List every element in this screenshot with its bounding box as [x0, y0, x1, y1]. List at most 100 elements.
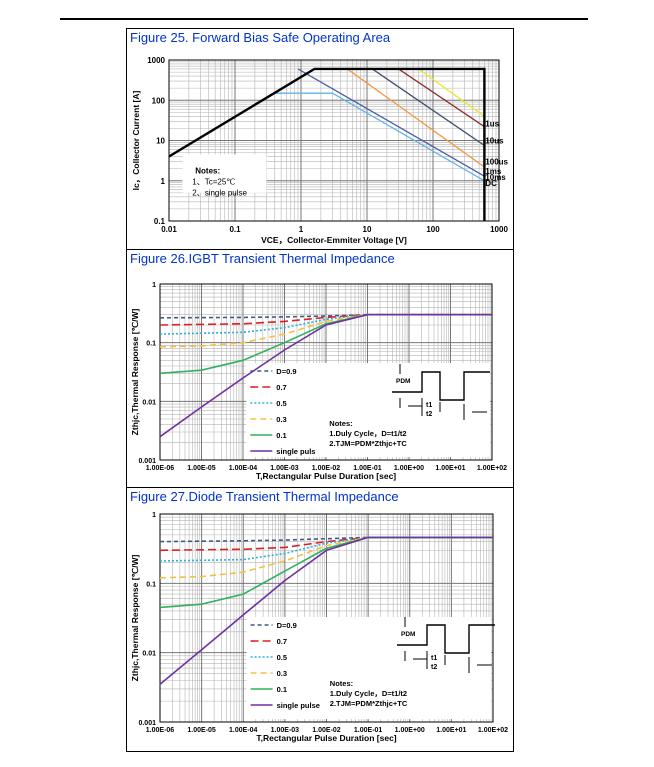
series-line — [371, 68, 485, 147]
legend-label: 0.1 — [276, 431, 286, 440]
y-tick-label: 0.001 — [138, 458, 156, 465]
legend-label: 0.5 — [277, 653, 287, 662]
y-axis-label: Zthjc,Thermal Response [℃/W] — [130, 308, 140, 435]
y-tick-label: 0.01 — [142, 399, 156, 406]
series-line — [346, 68, 485, 168]
figure-27-panel: Figure 27.Diode Transient Thermal Impeda… — [126, 487, 514, 752]
note-line: Notes: — [330, 679, 353, 688]
x-tick-label: 1.00E-01 — [354, 727, 383, 734]
t2-label: t2 — [431, 664, 437, 671]
y-tick-label: 0.1 — [146, 341, 156, 348]
series-line — [418, 68, 485, 117]
y-tick-label: 0.001 — [138, 720, 156, 727]
figure-25-panel: Figure 25. Forward Bias Safe Operating A… — [126, 28, 514, 250]
x-tick-label: 1000 — [490, 225, 508, 234]
figure-27-chart: 1.00E-06 1.00E-05 1.00E-04 1.00E-03 1.00E-02… — [130, 512, 508, 743]
note-line: 1、Tc=25℃ — [192, 178, 235, 187]
y-tick-label: 1 — [152, 512, 156, 519]
t1-label: t1 — [426, 402, 432, 409]
pulse-waveform — [392, 371, 490, 401]
y-tick-label: 100 — [152, 96, 166, 105]
series-line — [297, 68, 485, 177]
x-tick-label: 1.00E-03 — [270, 465, 299, 472]
x-tick-label: 100 — [426, 225, 440, 234]
y-tick-label: 1 — [152, 282, 156, 289]
series-label: 100us — [485, 158, 508, 167]
note-line: 2、single pulse — [192, 189, 247, 198]
y-tick-label: 10 — [156, 137, 165, 146]
x-tick-label: 10 — [363, 225, 372, 234]
legend-box — [246, 363, 491, 457]
x-tick-label: 1.00E+01 — [436, 727, 466, 734]
legend-label: 0.7 — [276, 383, 286, 392]
y-tick-label: 1000 — [147, 56, 165, 65]
x-tick-label: 1.00E-04 — [229, 465, 258, 472]
note-line: 2.TJM=PDM*Zthjc+TC — [330, 699, 408, 708]
series-label: DC — [485, 179, 497, 188]
x-tick-label: 1.00E-06 — [146, 727, 175, 734]
figure-26-chart: 1.00E-06 1.00E-05 1.00E-04 1.00E-03 1.00E-02… — [130, 282, 507, 481]
x-tick-label: 1.00E-05 — [187, 727, 216, 734]
notes-box — [182, 154, 267, 193]
plot-border — [159, 283, 493, 461]
t1-label: t1 — [431, 655, 437, 662]
legend-label: 0.1 — [277, 685, 287, 694]
x-tick-label: 1.00E-03 — [271, 727, 300, 734]
series-line — [274, 92, 485, 182]
note-line: Notes: — [195, 167, 220, 176]
y-tick-label: 0.1 — [146, 581, 156, 588]
x-tick-label: 1 — [299, 225, 304, 234]
plot-border — [168, 59, 500, 222]
x-tick-label: 0.1 — [229, 225, 241, 234]
x-axis-label: VCE，Collector-Emmiter Voltage [V] — [261, 235, 407, 245]
series-label: 10us — [485, 137, 504, 146]
legend-label: single puls — [276, 447, 315, 456]
top-rule — [60, 18, 588, 20]
legend-box — [246, 617, 492, 719]
x-tick-label: 1.00E-01 — [353, 465, 382, 472]
note-line: 1.Duly Cycle，D=t1/t2 — [329, 429, 406, 438]
series-line — [168, 67, 486, 221]
x-axis-label: T,Rectangular Pulse Duration [sec] — [256, 733, 396, 743]
figure-26-panel: Figure 26.IGBT Transient Thermal Impedan… — [126, 249, 514, 488]
figure-25-chart: 0.01 0.1 1 10 100 10000.11101001000VCE，Collec… — [131, 56, 509, 245]
x-tick-label: 1.00E+02 — [477, 465, 507, 472]
legend-label: D=0.9 — [277, 621, 297, 630]
x-tick-label: 1.00E-05 — [187, 465, 216, 472]
y-tick-label: 0.01 — [142, 651, 156, 658]
x-axis-label: T,Rectangular Pulse Duration [sec] — [256, 471, 396, 481]
legend-label: D=0.9 — [276, 367, 296, 376]
legend-label: 0.3 — [276, 415, 286, 424]
plot-border — [159, 513, 494, 723]
series-line — [398, 68, 485, 128]
y-axis-label: Zthjc,Thermal Response [℃/W] — [130, 554, 140, 681]
legend-label: 0.3 — [277, 669, 287, 678]
note-line: 2.TJM=PDM*Zthjc+TC — [329, 439, 407, 448]
legend-label: 0.7 — [277, 637, 287, 646]
series-line — [159, 536, 493, 562]
y-axis-label: Ic，Collector Current [A] — [131, 91, 141, 191]
x-tick-label: 1.00E-04 — [229, 727, 258, 734]
note-line: 1.Duly Cycle，D=t1/t2 — [330, 689, 407, 698]
x-tick-label: 1.00E-06 — [146, 465, 175, 472]
series-label: 1us — [485, 119, 499, 128]
series-label: 10ms — [485, 173, 506, 182]
series-line — [159, 313, 492, 438]
series-label: 1ms — [485, 167, 502, 176]
note-line: Notes: — [329, 419, 352, 428]
legend-label: 0.5 — [276, 399, 286, 408]
x-tick-label: 1.00E+00 — [394, 465, 424, 472]
y-tick-label: 0.1 — [154, 217, 166, 226]
y-tick-label: 1 — [161, 177, 166, 186]
x-tick-label: 1.00E+02 — [478, 727, 508, 734]
figure-27-title: Figure 27.Diode Transient Thermal Impeda… — [130, 489, 399, 504]
figure-26-title: Figure 26.IGBT Transient Thermal Impedan… — [130, 251, 395, 266]
x-tick-label: 1.00E-02 — [312, 465, 341, 472]
pdm-label: PDM — [401, 631, 415, 638]
series-line — [159, 536, 493, 685]
legend-label: single pulse — [277, 701, 320, 710]
pdm-label: PDM — [396, 378, 410, 385]
t2-label: t2 — [426, 411, 432, 418]
x-tick-label: 1.00E+00 — [395, 727, 425, 734]
x-tick-label: 1.00E-02 — [312, 727, 341, 734]
